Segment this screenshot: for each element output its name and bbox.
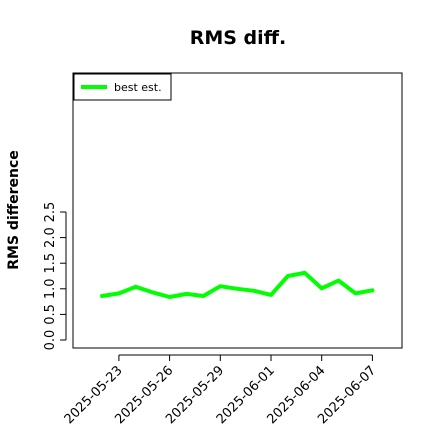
x-axis: 2025-05-232025-05-262025-05-292025-06-01… xyxy=(62,354,379,427)
y-tick-label: 2.5 xyxy=(43,202,58,223)
y-axis-label: RMS difference xyxy=(6,150,22,270)
plot-frame xyxy=(72,72,403,349)
series-group xyxy=(100,270,375,299)
y-axis: 0.0 0.5 1.0 1.5 2.0 2.5 xyxy=(43,202,67,351)
y-tick-label: 0.0 xyxy=(43,330,58,351)
legend-label: best est. xyxy=(114,81,162,94)
y-tick-label: 1.5 xyxy=(43,253,58,274)
y-tick-label: 2.0 xyxy=(43,227,58,248)
y-tick-label: 1.0 xyxy=(43,278,58,299)
y-tick-label: 0.5 xyxy=(43,304,58,325)
legend: best est. xyxy=(73,73,172,101)
series-line-0 xyxy=(100,270,375,299)
chart-title: RMS diff. xyxy=(190,27,287,49)
